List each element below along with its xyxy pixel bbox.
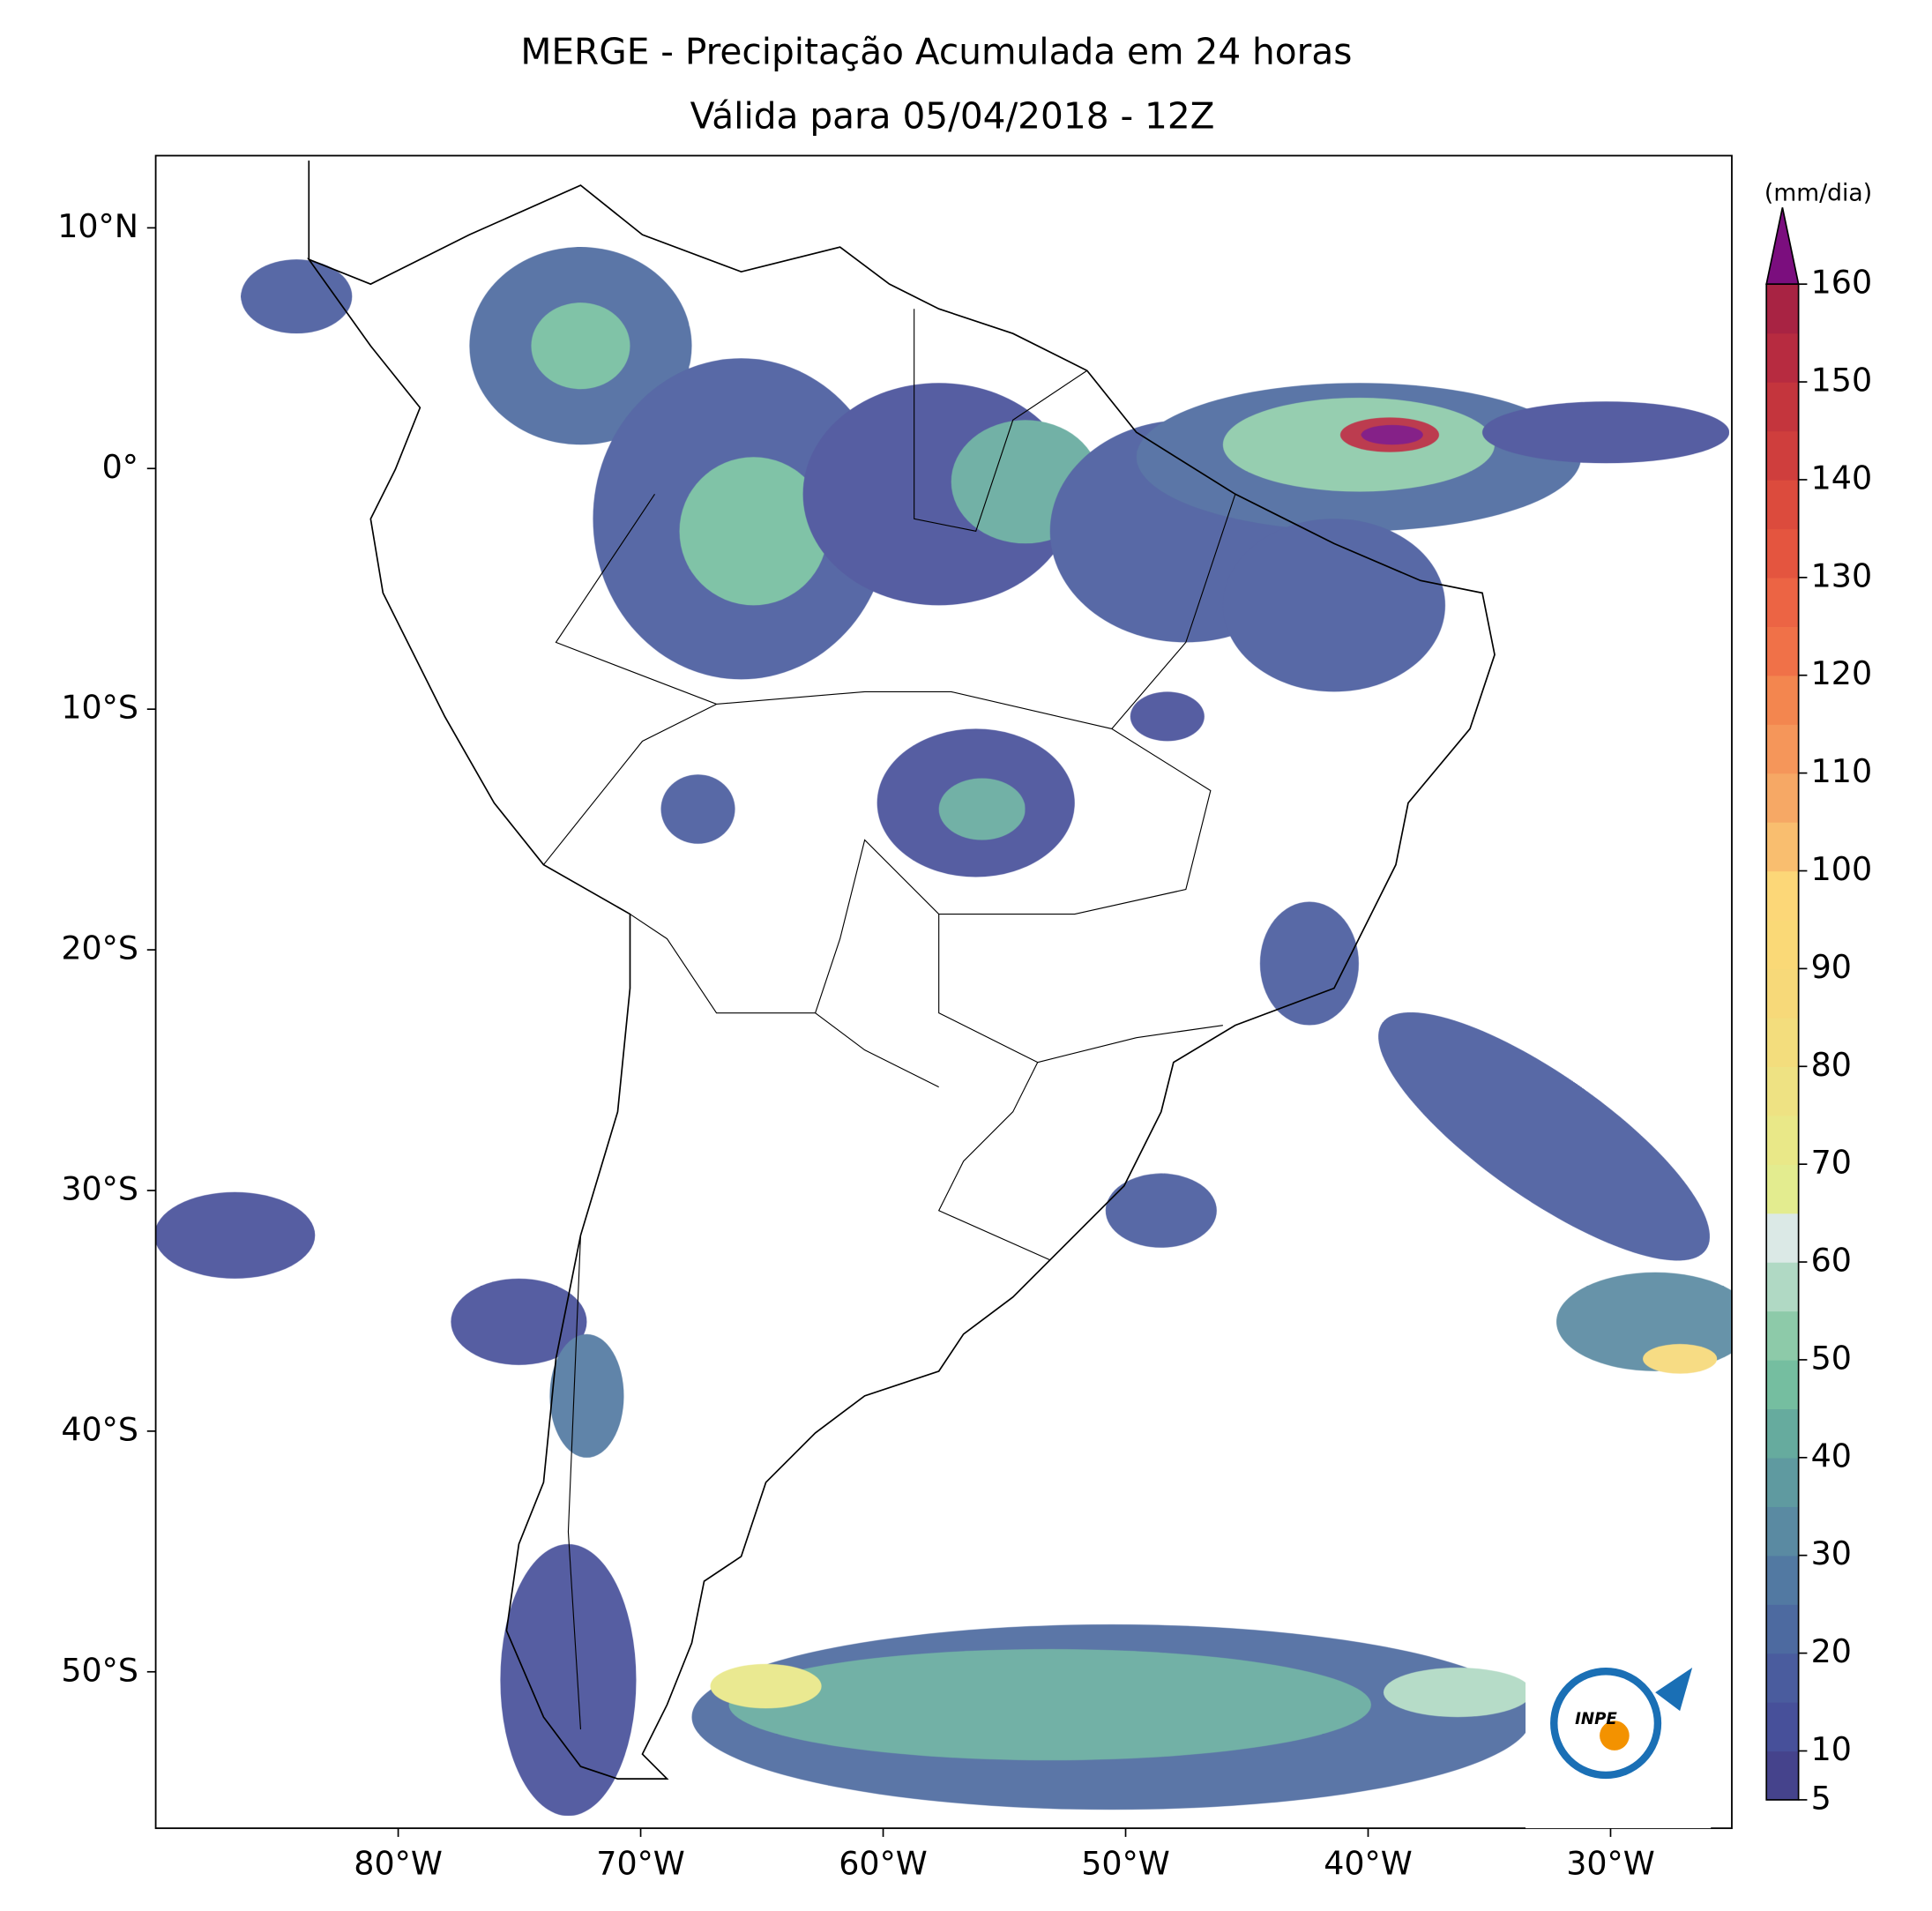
y-tick-label: 40°S bbox=[61, 1410, 138, 1448]
colorbar-tick-label: 20 bbox=[1811, 1632, 1852, 1670]
colorbar-tick-label: 80 bbox=[1811, 1046, 1852, 1084]
colorbar-band bbox=[1766, 1310, 1799, 1361]
colorbar-band bbox=[1766, 479, 1799, 530]
colorbar-tick-label: 160 bbox=[1811, 264, 1873, 302]
colorbar-band bbox=[1766, 1164, 1799, 1214]
colorbar-band bbox=[1766, 1653, 1799, 1703]
colorbar-band bbox=[1766, 1213, 1799, 1263]
y-tick-label: 0° bbox=[102, 448, 138, 486]
colorbar-band bbox=[1766, 1457, 1799, 1507]
colorbar-band bbox=[1766, 870, 1799, 921]
colorbar-band bbox=[1766, 773, 1799, 823]
colorbar-tick-label: 120 bbox=[1811, 654, 1873, 692]
colorbar-tick-label: 90 bbox=[1811, 948, 1852, 986]
colorbar-band bbox=[1766, 675, 1799, 725]
colorbar-band bbox=[1766, 1359, 1799, 1410]
colorbar-band bbox=[1766, 1506, 1799, 1556]
y-tick-label: 50°S bbox=[61, 1651, 138, 1689]
colorbar-band bbox=[1766, 1751, 1799, 1801]
colorbar-frame bbox=[1765, 283, 1800, 1801]
colorbar-band bbox=[1766, 332, 1799, 383]
inpe-logo: INPE bbox=[1525, 1643, 1712, 1829]
colorbar-band bbox=[1766, 1066, 1799, 1116]
subtitle: Válida para 05/04/2018 - 12Z bbox=[690, 94, 1215, 137]
logo-text: INPE bbox=[1575, 1710, 1617, 1728]
colorbar-tick-label: 150 bbox=[1811, 362, 1873, 399]
colorbar-band bbox=[1766, 626, 1799, 676]
y-tick-label: 30°S bbox=[61, 1169, 138, 1207]
y-tick-label: 10°N bbox=[57, 207, 138, 245]
x-tick-label: 50°W bbox=[1081, 1845, 1170, 1883]
colorbar-band bbox=[1766, 382, 1799, 432]
coastline bbox=[306, 160, 1496, 1780]
map-frame bbox=[154, 154, 1733, 1830]
colorbar-band bbox=[1766, 1262, 1799, 1312]
colorbar-band bbox=[1766, 1408, 1799, 1459]
colorbar-tick-label: 110 bbox=[1811, 752, 1873, 790]
x-tick-label: 30°W bbox=[1566, 1845, 1655, 1883]
colorbar-tick-label: 100 bbox=[1811, 850, 1873, 888]
y-tick-label: 10°S bbox=[61, 689, 138, 727]
colorbar-extend bbox=[1765, 207, 1800, 286]
colorbar-band bbox=[1766, 919, 1799, 970]
colorbar-band bbox=[1766, 1702, 1799, 1752]
colorbar-band bbox=[1766, 1604, 1799, 1654]
colorbar-label: (mm/dia) bbox=[1764, 179, 1872, 206]
colorbar-band bbox=[1766, 430, 1799, 481]
colorbar-band bbox=[1766, 1115, 1799, 1165]
colorbar-band bbox=[1766, 724, 1799, 774]
colorbar-band bbox=[1766, 968, 1799, 1019]
colorbar-band bbox=[1766, 1017, 1799, 1067]
colorbar-tick-label: 60 bbox=[1811, 1242, 1852, 1280]
colorbar-band bbox=[1766, 1555, 1799, 1605]
colorbar-tick-label: 10 bbox=[1811, 1730, 1852, 1768]
colorbar-band bbox=[1766, 577, 1799, 627]
colorbar-band bbox=[1766, 284, 1799, 334]
x-tick-label: 40°W bbox=[1324, 1845, 1413, 1883]
colorbar-tick-label: 30 bbox=[1811, 1534, 1852, 1572]
colorbar-tick-label: 70 bbox=[1811, 1144, 1852, 1182]
precip-field bbox=[155, 247, 1732, 1817]
x-tick-label: 70°W bbox=[596, 1845, 685, 1883]
title: MERGE - Precipitação Acumulada em 24 hor… bbox=[520, 31, 1352, 73]
colorbar-band bbox=[1766, 528, 1799, 579]
y-tick-label: 20°S bbox=[61, 929, 138, 967]
colorbar-tick-label: 140 bbox=[1811, 459, 1873, 496]
colorbar-tick-label: 40 bbox=[1811, 1437, 1852, 1474]
colorbar-tick-label: 5 bbox=[1811, 1779, 1831, 1817]
x-tick-label: 80°W bbox=[354, 1845, 443, 1883]
x-tick-label: 60°W bbox=[839, 1845, 928, 1883]
colorbar-tick-label: 50 bbox=[1811, 1339, 1852, 1377]
colorbar-tick-label: 130 bbox=[1811, 556, 1873, 594]
colorbar-band bbox=[1766, 822, 1799, 872]
borders bbox=[542, 309, 1236, 1730]
